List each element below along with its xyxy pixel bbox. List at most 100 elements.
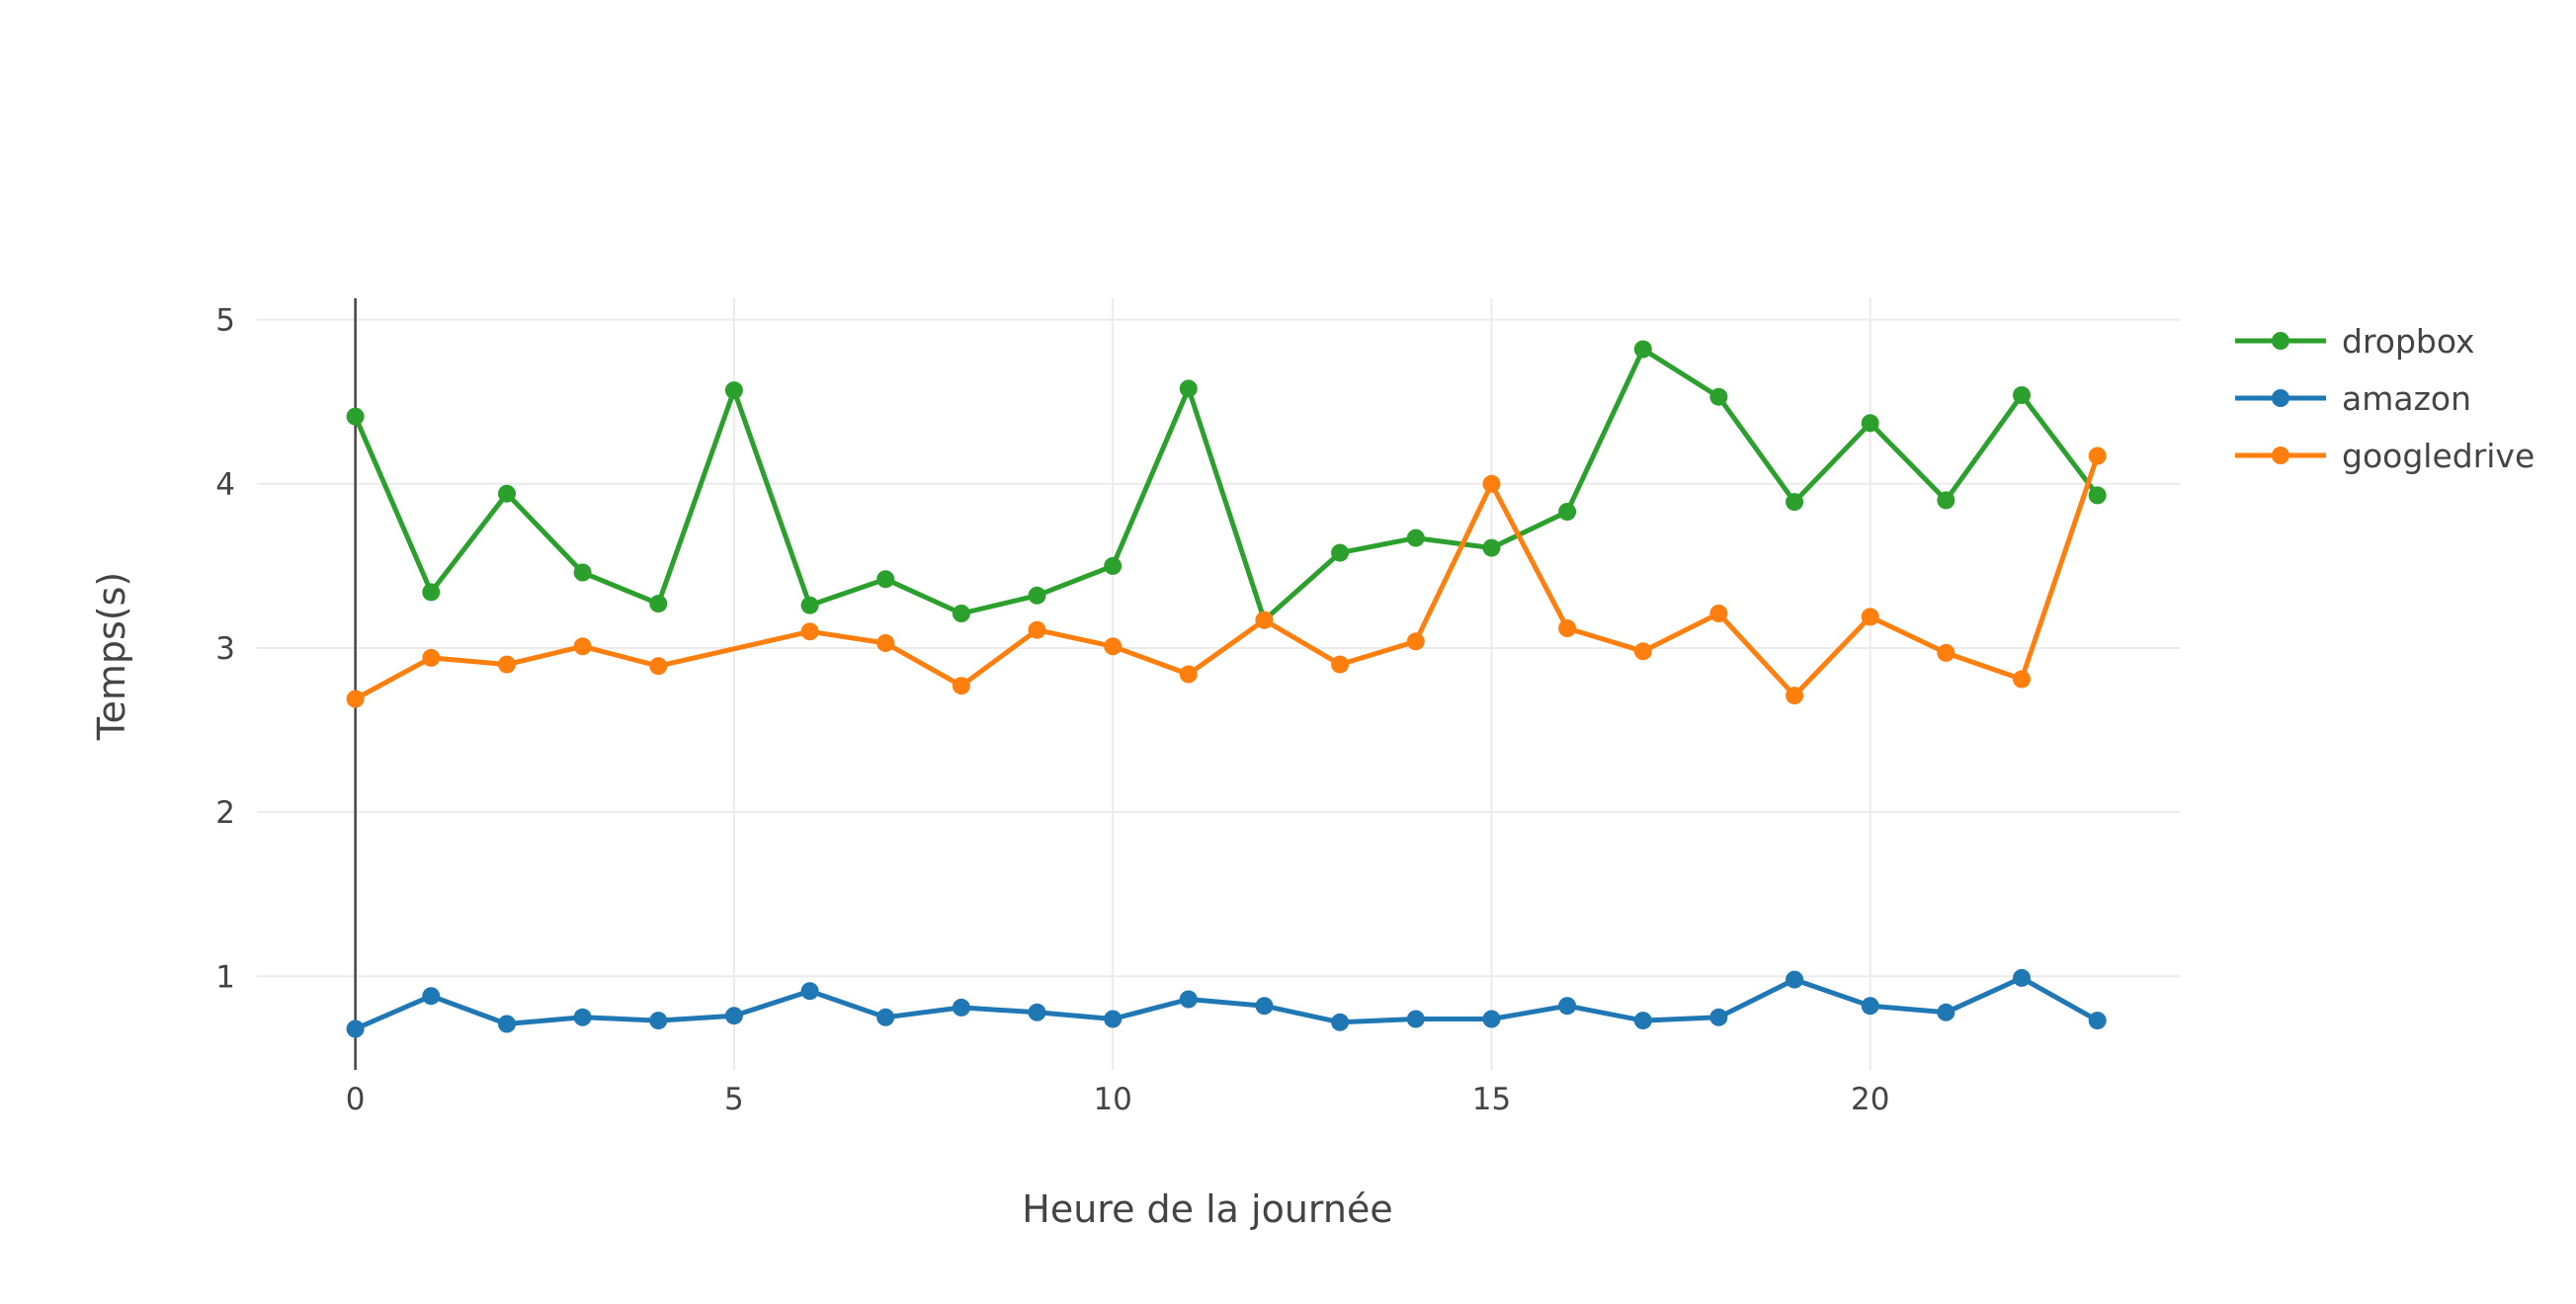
legend[interactable]: dropbox amazon googledrive xyxy=(2235,322,2534,475)
series-amazon xyxy=(346,968,2107,1038)
data-point[interactable] xyxy=(422,648,441,667)
data-point[interactable] xyxy=(498,1015,516,1033)
data-point[interactable] xyxy=(800,982,819,1001)
y-tick-label: 5 xyxy=(215,303,235,339)
data-point[interactable] xyxy=(952,998,970,1017)
data-point[interactable] xyxy=(1482,538,1501,557)
data-point[interactable] xyxy=(649,595,668,613)
legend-label: googledrive xyxy=(2342,437,2534,475)
data-point[interactable] xyxy=(1406,632,1425,651)
data-point[interactable] xyxy=(1255,997,1274,1016)
data-point[interactable] xyxy=(1558,503,1577,521)
data-point[interactable] xyxy=(1558,619,1577,637)
x-tick-label: 5 xyxy=(724,1082,744,1117)
data-point[interactable] xyxy=(1255,611,1274,629)
legend-swatch-marker xyxy=(2272,447,2289,464)
data-point[interactable] xyxy=(1104,556,1122,575)
data-point[interactable] xyxy=(573,1008,592,1026)
data-point[interactable] xyxy=(1786,493,1804,512)
data-point[interactable] xyxy=(800,596,819,614)
data-point[interactable] xyxy=(1179,665,1198,684)
data-point[interactable] xyxy=(1331,1013,1350,1031)
data-point[interactable] xyxy=(1709,387,1728,406)
data-point[interactable] xyxy=(1406,529,1425,547)
data-point[interactable] xyxy=(1104,637,1122,656)
data-point[interactable] xyxy=(724,381,743,400)
y-tick-label: 4 xyxy=(215,467,235,503)
series-dropbox xyxy=(346,340,2107,629)
data-point[interactable] xyxy=(876,634,895,652)
data-point[interactable] xyxy=(573,637,592,656)
data-point[interactable] xyxy=(2088,486,2107,505)
data-point[interactable] xyxy=(573,563,592,582)
legend-item-googledrive[interactable]: googledrive xyxy=(2235,437,2534,475)
data-point[interactable] xyxy=(1406,1010,1425,1028)
data-point[interactable] xyxy=(1028,1003,1046,1021)
data-point[interactable] xyxy=(1861,997,1879,1016)
data-point[interactable] xyxy=(498,484,516,503)
data-point[interactable] xyxy=(2013,670,2031,689)
data-point[interactable] xyxy=(1633,340,1652,359)
data-point[interactable] xyxy=(1104,1010,1122,1028)
data-point[interactable] xyxy=(1482,474,1501,493)
data-point[interactable] xyxy=(1937,643,1955,662)
data-point[interactable] xyxy=(876,1008,895,1026)
data-point[interactable] xyxy=(346,407,365,426)
data-point[interactable] xyxy=(1861,608,1879,626)
data-point[interactable] xyxy=(1633,642,1652,661)
data-point[interactable] xyxy=(1179,990,1198,1009)
legend-label: dropbox xyxy=(2342,322,2475,361)
data-point[interactable] xyxy=(1028,586,1046,605)
data-point[interactable] xyxy=(876,570,895,589)
data-point[interactable] xyxy=(952,677,970,695)
data-point[interactable] xyxy=(1482,1010,1501,1028)
data-point[interactable] xyxy=(649,657,668,676)
series-line xyxy=(353,975,2101,1031)
legend-swatch-marker xyxy=(2272,389,2289,407)
data-point[interactable] xyxy=(2013,968,2031,987)
data-point[interactable] xyxy=(1861,414,1879,433)
data-point[interactable] xyxy=(1937,491,1955,510)
data-point[interactable] xyxy=(1028,620,1046,639)
x-axis-title: Heure de la journée xyxy=(1022,1187,1392,1231)
y-axis-title: Temps(s) xyxy=(90,572,133,742)
data-point[interactable] xyxy=(649,1012,668,1030)
data-point[interactable] xyxy=(2013,386,2031,404)
data-point[interactable] xyxy=(346,690,365,708)
data-point[interactable] xyxy=(1558,997,1577,1016)
data-point[interactable] xyxy=(1331,655,1350,674)
data-point[interactable] xyxy=(422,987,441,1006)
data-point[interactable] xyxy=(1633,1012,1652,1030)
data-point[interactable] xyxy=(1179,379,1198,398)
tick-labels: 1 2 3 4 5 0 5 10 15 20 xyxy=(215,303,1889,1117)
y-tick-label: 3 xyxy=(215,631,235,667)
legend-item-amazon[interactable]: amazon xyxy=(2235,379,2471,418)
data-point[interactable] xyxy=(800,622,819,641)
x-tick-label: 0 xyxy=(346,1082,366,1117)
data-series xyxy=(346,340,2107,1038)
data-point[interactable] xyxy=(1709,1008,1728,1026)
data-point[interactable] xyxy=(346,1019,365,1038)
series-line xyxy=(353,347,2101,623)
data-point[interactable] xyxy=(1786,970,1804,989)
data-point[interactable] xyxy=(1786,687,1804,705)
data-point[interactable] xyxy=(1937,1003,1955,1021)
data-point[interactable] xyxy=(1709,605,1728,622)
x-tick-label: 15 xyxy=(1472,1082,1511,1117)
x-tick-label: 10 xyxy=(1093,1082,1131,1117)
data-point[interactable] xyxy=(2088,447,2107,465)
y-tick-label: 2 xyxy=(215,795,235,831)
data-point[interactable] xyxy=(724,1007,743,1025)
data-point[interactable] xyxy=(2088,1012,2107,1030)
x-tick-label: 20 xyxy=(1851,1082,1889,1117)
series-googledrive xyxy=(346,447,2107,708)
data-point[interactable] xyxy=(1331,543,1350,562)
data-point[interactable] xyxy=(498,655,516,674)
data-point[interactable] xyxy=(422,583,441,602)
y-tick-label: 1 xyxy=(215,959,235,995)
data-point[interactable] xyxy=(952,605,970,622)
legend-item-dropbox[interactable]: dropbox xyxy=(2235,322,2475,361)
legend-swatch-marker xyxy=(2272,332,2289,350)
